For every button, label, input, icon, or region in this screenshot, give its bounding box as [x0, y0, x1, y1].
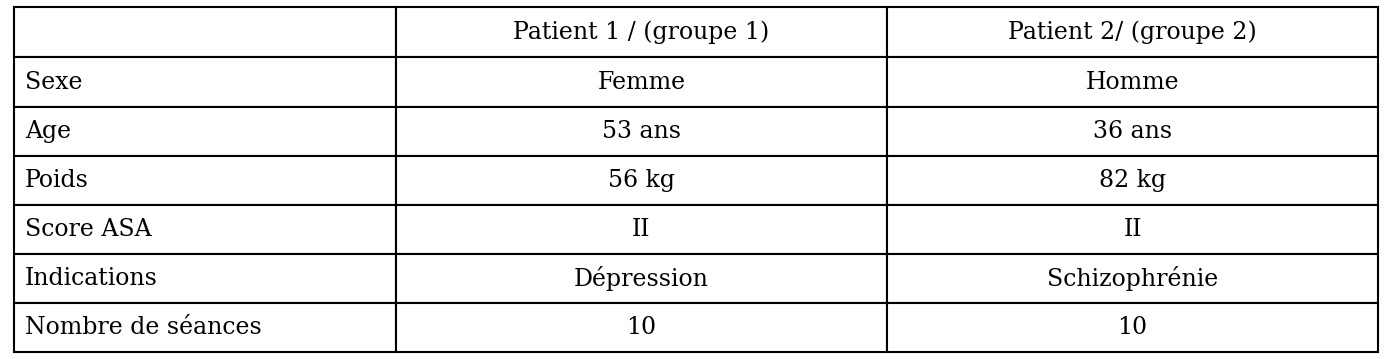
Text: Schizophrénie: Schizophrénie [1047, 266, 1218, 291]
Text: 36 ans: 36 ans [1093, 120, 1172, 143]
Bar [14, 7, 395, 57]
Bar [395, 155, 887, 205]
Text: 10: 10 [626, 316, 657, 339]
Bar [14, 57, 395, 107]
Text: II: II [632, 218, 650, 241]
Text: Patient 2/ (groupe 2): Patient 2/ (groupe 2) [1008, 20, 1257, 44]
Text: Dépression: Dépression [574, 266, 709, 291]
Bar [887, 107, 1378, 155]
Text: Indications: Indications [25, 267, 157, 290]
Text: 56 kg: 56 kg [608, 169, 675, 192]
Bar [14, 303, 395, 352]
Text: 10: 10 [1118, 316, 1147, 339]
Text: 82 kg: 82 kg [1098, 169, 1166, 192]
Text: Patient 1 / (groupe 1): Patient 1 / (groupe 1) [514, 20, 770, 44]
Bar [395, 7, 887, 57]
Bar [395, 205, 887, 254]
Bar [887, 57, 1378, 107]
Bar [887, 254, 1378, 303]
Text: Sexe: Sexe [25, 70, 82, 94]
Text: Age: Age [25, 120, 71, 143]
Text: 53 ans: 53 ans [601, 120, 681, 143]
Bar [14, 107, 395, 155]
Bar [887, 205, 1378, 254]
Bar [395, 254, 887, 303]
Bar [14, 205, 395, 254]
Bar [14, 155, 395, 205]
Bar [395, 303, 887, 352]
Bar [14, 254, 395, 303]
Bar [887, 303, 1378, 352]
Bar [395, 57, 887, 107]
Text: Poids: Poids [25, 169, 89, 192]
Bar [395, 107, 887, 155]
Text: II: II [1123, 218, 1141, 241]
Text: Score ASA: Score ASA [25, 218, 152, 241]
Bar [887, 155, 1378, 205]
Text: Nombre de séances: Nombre de séances [25, 316, 262, 339]
Text: Femme: Femme [597, 70, 685, 94]
Bar [887, 7, 1378, 57]
Text: Homme: Homme [1086, 70, 1179, 94]
